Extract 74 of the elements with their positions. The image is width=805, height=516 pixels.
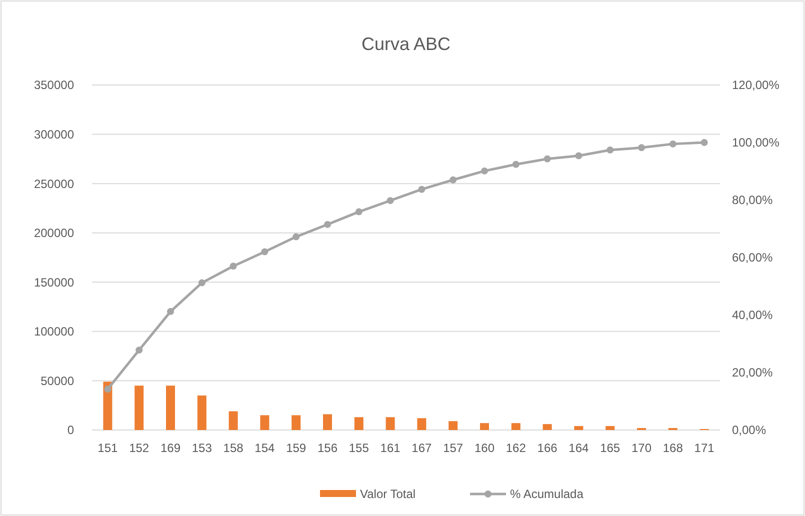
bar xyxy=(228,411,238,430)
point xyxy=(450,176,457,184)
x-tick-label: 166 xyxy=(537,441,558,455)
point xyxy=(386,197,394,204)
x-tick-label: 153 xyxy=(192,441,212,455)
x-tick-label: 170 xyxy=(631,441,652,455)
bar xyxy=(542,424,552,430)
point xyxy=(167,308,174,316)
x-tick-label: 168 xyxy=(662,441,684,455)
y-tick-label: 150000 xyxy=(34,275,74,290)
point xyxy=(136,346,143,354)
y-tick-label: 350000 xyxy=(34,78,74,92)
point xyxy=(261,248,268,256)
bar xyxy=(292,415,301,430)
x-tick-label: 154 xyxy=(254,441,276,455)
point xyxy=(324,220,331,228)
y2-tick-label: 40,00% xyxy=(732,308,774,322)
x-tick-label: 151 xyxy=(98,441,118,455)
chart-title: Curva ABC xyxy=(361,34,451,54)
point xyxy=(544,155,551,162)
y2-tick-label: 100,00% xyxy=(732,136,780,150)
bar xyxy=(386,417,395,430)
x-tick-label: 159 xyxy=(286,441,306,455)
point xyxy=(606,146,614,154)
point xyxy=(575,152,582,160)
bar xyxy=(260,415,270,430)
bar xyxy=(166,386,175,430)
x-tick-label: 160 xyxy=(474,441,495,455)
x-tick-label: 161 xyxy=(380,441,401,455)
legend-label: % Acumulada xyxy=(510,487,584,502)
bar xyxy=(323,414,332,430)
bar xyxy=(134,386,144,430)
point xyxy=(418,186,426,193)
bar xyxy=(197,396,206,430)
x-tick-label: 165 xyxy=(600,441,620,455)
y-tick-label: 300000 xyxy=(34,127,74,142)
x-tick-label: 171 xyxy=(694,441,715,455)
y2-tick-label: 0,00% xyxy=(732,423,766,438)
point xyxy=(512,160,520,168)
y-tick-label: 50000 xyxy=(40,374,74,388)
bar xyxy=(480,423,489,430)
point xyxy=(198,279,206,286)
x-tick-label: 169 xyxy=(160,441,181,455)
y2-tick-label: 120,00% xyxy=(732,78,780,92)
x-tick-label: 167 xyxy=(412,441,432,455)
y-tick-label: 250000 xyxy=(34,176,74,191)
x-tick-label: 152 xyxy=(129,441,150,455)
bar xyxy=(574,426,584,430)
y-tick-label: 200000 xyxy=(34,226,74,240)
point xyxy=(104,386,112,393)
legend-label: Valor Total xyxy=(360,487,416,502)
bar xyxy=(448,421,458,430)
bar xyxy=(354,417,364,430)
point xyxy=(700,139,708,146)
y2-tick-label: 20,00% xyxy=(732,366,774,380)
y2-tick-label: 80,00% xyxy=(732,193,774,208)
x-tick-label: 164 xyxy=(568,441,590,455)
bar xyxy=(417,418,426,430)
point xyxy=(292,233,300,240)
x-tick-label: 158 xyxy=(223,441,244,455)
x-tick-label: 155 xyxy=(348,441,370,455)
point xyxy=(355,208,362,216)
bar xyxy=(511,423,520,430)
point xyxy=(638,144,645,152)
bar xyxy=(606,426,615,430)
y-tick-label: 100000 xyxy=(34,324,74,339)
x-tick-label: 156 xyxy=(317,441,338,455)
y2-tick-label: 60,00% xyxy=(732,250,774,265)
y-tick-label: 0 xyxy=(67,423,74,438)
point xyxy=(481,167,488,174)
x-tick-label: 162 xyxy=(506,441,526,455)
point xyxy=(230,262,237,270)
point xyxy=(669,140,676,148)
x-tick-label: 157 xyxy=(443,441,464,455)
